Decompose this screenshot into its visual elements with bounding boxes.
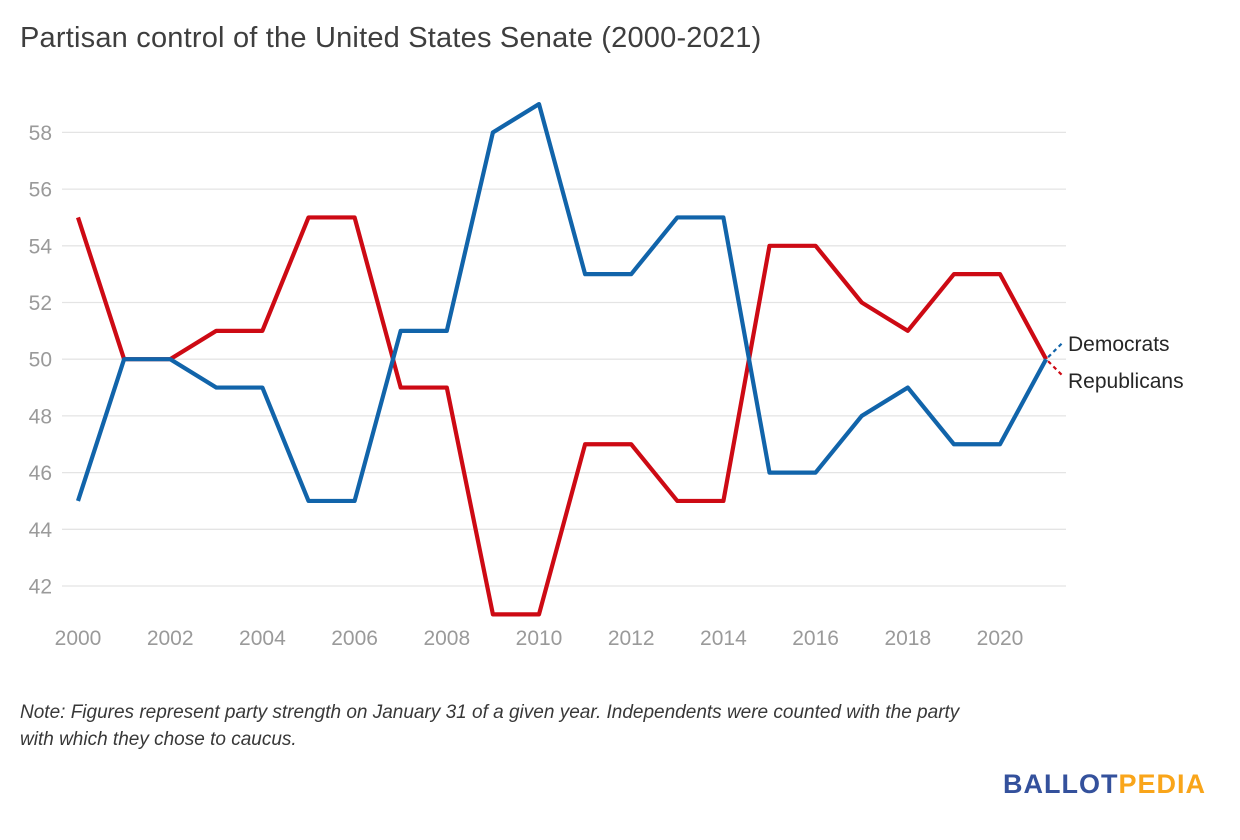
y-axis-tick-label: 46 — [29, 462, 52, 485]
x-axis-tick-label: 2000 — [55, 627, 102, 650]
series-line-democrats — [76, 101, 1048, 504]
series-line-republicans — [76, 215, 1048, 617]
series-label-democrats: Democrats — [1068, 333, 1170, 356]
y-axis-tick-label: 48 — [29, 405, 52, 428]
x-axis-tick-label: 2012 — [608, 627, 655, 650]
x-axis-tick-label: 2008 — [423, 627, 470, 650]
democrats-leader-dash — [1047, 342, 1063, 358]
ballotpedia-logo: BALLOTPEDIA — [1003, 771, 1206, 798]
x-axis-tick-label: 2002 — [147, 627, 194, 650]
x-axis-tick-label: 2010 — [516, 627, 563, 650]
x-axis-tick-label: 2018 — [884, 627, 931, 650]
y-axis-tick-label: 44 — [29, 519, 53, 542]
chart-title: Partisan control of the United States Se… — [20, 22, 762, 54]
y-axis-tick-label: 42 — [29, 576, 52, 599]
y-axis-tick-label: 58 — [29, 122, 52, 145]
x-axis-tick-label: 2006 — [331, 627, 378, 650]
series-label-republicans: Republicans — [1068, 370, 1184, 393]
footnote: Note: Figures represent party strength o… — [20, 702, 960, 750]
x-axis-tick-label: 2004 — [239, 627, 286, 650]
logo-pedia-text: PEDIA — [1118, 769, 1206, 799]
y-axis-tick-label: 50 — [29, 349, 52, 372]
x-axis-tick-label: 2020 — [977, 627, 1024, 650]
y-axis-tick-label: 56 — [29, 179, 52, 202]
logo-ballot-text: BALLOT — [1002, 769, 1119, 799]
y-axis-tick-label: 52 — [29, 292, 52, 315]
x-axis-tick-label: 2014 — [700, 627, 747, 650]
y-axis-tick-label: 54 — [29, 235, 53, 258]
republicans-leader-dash — [1047, 360, 1063, 376]
x-axis-tick-label: 2016 — [792, 627, 839, 650]
